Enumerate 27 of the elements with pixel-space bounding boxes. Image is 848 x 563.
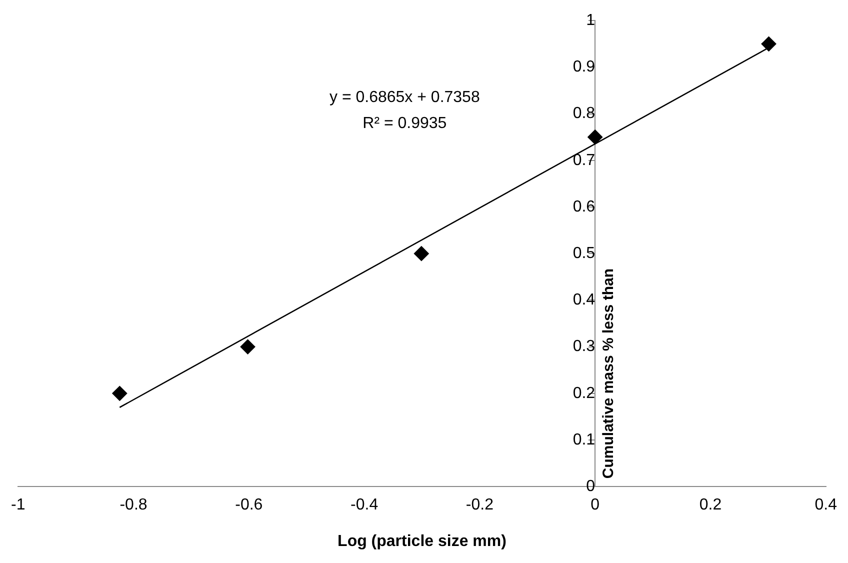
y-tick-label: 0.6: [572, 198, 596, 216]
y-tick-label: 0.1: [572, 431, 596, 448]
y-tick-label: 0.4: [572, 292, 596, 309]
x-tick-label: -0.2: [466, 496, 494, 514]
y-axis-title: Cumulative mass % less than: [600, 268, 618, 479]
y-tick-label: 0.2: [572, 384, 596, 402]
y-tick-label: 0.7: [572, 152, 596, 169]
x-tick-label: -0.8: [120, 496, 148, 514]
point: [240, 339, 256, 354]
y-tick-label: 0.8: [572, 105, 596, 122]
x-axis-title: Log (particle size mm): [338, 532, 506, 550]
point: [588, 130, 603, 145]
x-tick-label: -1: [10, 496, 26, 514]
annotation: y = 0.6865x + 0.7358: [330, 88, 480, 106]
y-tick-label: 0.9: [572, 58, 596, 76]
x-tick-label: 0.2: [699, 496, 722, 514]
point: [414, 246, 429, 262]
y-tick-label: 0.5: [572, 245, 596, 262]
x-tick-label: 0.4: [814, 496, 838, 514]
point: [112, 386, 128, 401]
y-tick-label: 0.3: [572, 338, 596, 356]
y-tick-label: 1: [586, 12, 596, 30]
x-tick-label: -0.4: [350, 496, 378, 514]
y-tick-label: 0: [586, 478, 596, 496]
point: [761, 36, 776, 52]
annotation: R² = 0.9935: [362, 114, 447, 132]
x-tick-label: -0.6: [235, 496, 263, 514]
